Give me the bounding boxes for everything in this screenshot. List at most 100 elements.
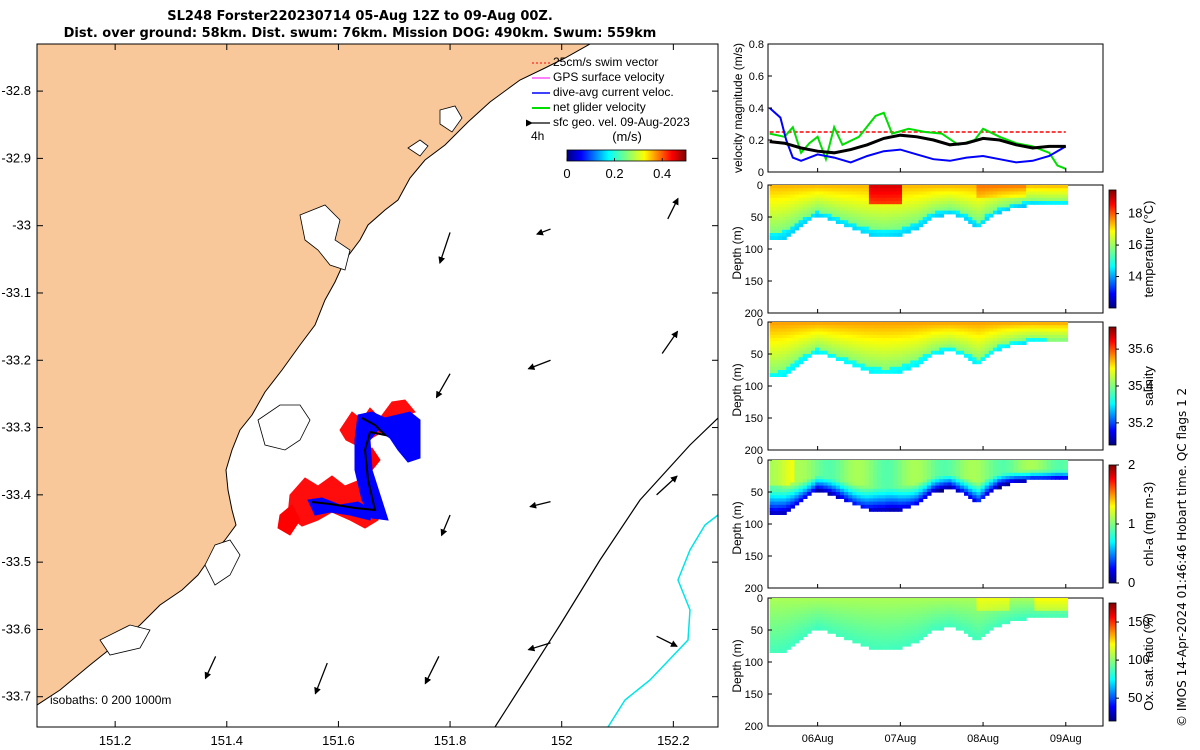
section-cell bbox=[902, 460, 907, 464]
section-cell bbox=[997, 469, 1002, 474]
section-cell bbox=[806, 350, 812, 355]
section-cell bbox=[984, 604, 990, 609]
map-ytick-label: -32.8 bbox=[1, 83, 31, 98]
section-cell bbox=[1026, 466, 1031, 471]
section-cell bbox=[1009, 607, 1015, 612]
section-cell bbox=[943, 476, 949, 480]
section-cell bbox=[964, 341, 969, 345]
map-xtick-label: 151.4 bbox=[211, 733, 244, 748]
section-cell bbox=[786, 233, 791, 237]
section-cell bbox=[786, 328, 791, 333]
section-cell bbox=[918, 482, 924, 487]
section-cell bbox=[806, 338, 812, 342]
section-cell bbox=[868, 341, 874, 345]
section-cell bbox=[835, 620, 841, 625]
section-cell bbox=[939, 185, 944, 189]
colorbar-tick-label: 0.2 bbox=[606, 166, 624, 181]
section-cell bbox=[972, 188, 978, 192]
section-cell bbox=[1026, 191, 1031, 196]
section-cell bbox=[918, 213, 924, 218]
section-cell bbox=[873, 347, 878, 352]
section-cell bbox=[864, 466, 870, 471]
section-cell bbox=[914, 476, 920, 480]
section-cell bbox=[1050, 322, 1056, 326]
section-cell bbox=[786, 213, 791, 218]
section-cell bbox=[926, 614, 932, 618]
section-cell bbox=[835, 357, 841, 361]
section-cell bbox=[951, 338, 957, 342]
section-cell bbox=[997, 328, 1002, 333]
section-cell bbox=[955, 469, 961, 474]
section-cell bbox=[972, 630, 978, 634]
section-cell bbox=[786, 642, 791, 647]
section-cell bbox=[802, 350, 808, 355]
section-cell bbox=[790, 334, 796, 339]
section-cell bbox=[1001, 463, 1006, 467]
section-cell bbox=[827, 194, 833, 199]
section-cell bbox=[902, 642, 907, 647]
section-colorbar-tick: 1 bbox=[1128, 516, 1135, 531]
section-cell bbox=[868, 360, 874, 365]
section-cell bbox=[980, 344, 986, 349]
section-cell bbox=[860, 226, 866, 231]
colorbar-tick-label: 0 bbox=[563, 166, 570, 181]
section-cell bbox=[885, 188, 891, 192]
section-cell bbox=[860, 617, 866, 621]
section-cell bbox=[1063, 598, 1069, 602]
section-cell bbox=[939, 607, 944, 612]
section-cell bbox=[806, 185, 812, 189]
section-cell bbox=[926, 338, 932, 342]
section-cell bbox=[935, 466, 940, 471]
section-cell bbox=[782, 370, 787, 374]
section-cell bbox=[782, 373, 787, 377]
section-cell bbox=[790, 485, 796, 490]
section-cell bbox=[972, 488, 978, 493]
section-cell bbox=[794, 623, 800, 628]
section-cell bbox=[806, 626, 812, 631]
section-cell bbox=[926, 472, 932, 477]
section-cell bbox=[885, 604, 891, 609]
section-cell bbox=[918, 204, 924, 208]
section-cell bbox=[835, 350, 841, 355]
section-cell bbox=[856, 610, 862, 615]
section-cell bbox=[955, 185, 961, 189]
section-cell bbox=[897, 185, 903, 189]
section-cell bbox=[856, 601, 862, 605]
section-cell bbox=[860, 213, 866, 218]
section-cell bbox=[910, 460, 916, 464]
section-cell bbox=[782, 601, 787, 605]
section-cell bbox=[1034, 322, 1040, 326]
section-cell bbox=[980, 466, 986, 471]
section-cell bbox=[877, 614, 882, 618]
section-cell bbox=[922, 601, 928, 605]
section-cell bbox=[877, 366, 882, 371]
section-cell bbox=[1063, 328, 1069, 333]
section-cell bbox=[976, 194, 982, 199]
section-cell bbox=[964, 325, 969, 329]
section-cell bbox=[864, 633, 870, 637]
section-cell bbox=[1001, 476, 1006, 480]
section-cell bbox=[1026, 331, 1031, 336]
section-cell bbox=[1001, 328, 1006, 333]
section-cell bbox=[943, 460, 949, 464]
section-cell bbox=[918, 466, 924, 471]
section-cell bbox=[786, 498, 791, 503]
section-cell bbox=[980, 482, 986, 487]
section-cell bbox=[835, 472, 841, 477]
section-cell bbox=[955, 476, 961, 480]
section-cell bbox=[873, 501, 878, 506]
section-cell bbox=[964, 614, 969, 618]
section-cell bbox=[959, 476, 965, 480]
map-ytick-label: -33.3 bbox=[1, 420, 31, 435]
section-cell bbox=[1009, 204, 1015, 208]
section-cell bbox=[777, 207, 783, 212]
section-cell bbox=[835, 460, 841, 464]
section-cell bbox=[819, 472, 825, 477]
section-cell bbox=[773, 223, 779, 228]
section-cell bbox=[1063, 463, 1069, 467]
section-cell bbox=[860, 463, 866, 467]
section-cell bbox=[1059, 614, 1064, 618]
section-cell bbox=[914, 485, 920, 490]
section-cell bbox=[777, 197, 783, 202]
section-cell bbox=[782, 226, 787, 231]
